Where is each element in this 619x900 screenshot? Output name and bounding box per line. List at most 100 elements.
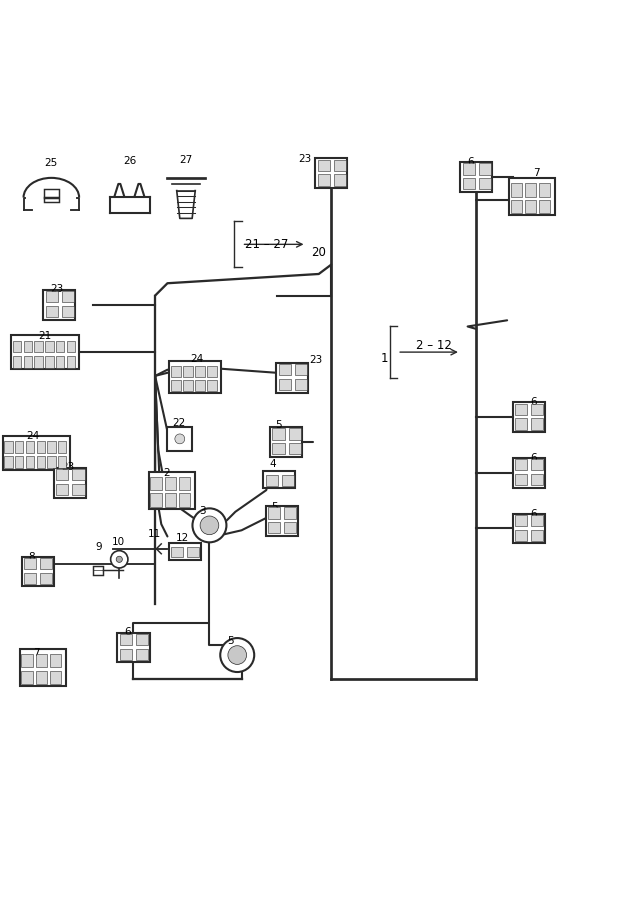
Bar bbox=[515, 459, 527, 471]
Text: 4: 4 bbox=[269, 458, 276, 469]
Bar bbox=[22, 654, 33, 668]
Bar bbox=[13, 340, 22, 353]
Bar bbox=[72, 484, 85, 495]
Text: 7: 7 bbox=[33, 647, 40, 658]
Bar bbox=[318, 175, 330, 185]
Text: 26: 26 bbox=[123, 156, 136, 166]
Bar bbox=[118, 633, 150, 662]
Bar bbox=[50, 654, 61, 668]
Bar bbox=[195, 365, 205, 377]
Text: 11: 11 bbox=[148, 529, 161, 539]
Bar bbox=[4, 441, 13, 453]
Bar bbox=[169, 543, 201, 560]
Bar bbox=[58, 456, 66, 468]
Circle shape bbox=[175, 434, 184, 444]
Text: 6: 6 bbox=[467, 158, 474, 167]
Bar bbox=[284, 508, 297, 518]
Bar bbox=[35, 670, 47, 684]
Bar bbox=[15, 441, 24, 453]
Text: 9: 9 bbox=[95, 542, 102, 552]
Bar bbox=[24, 572, 37, 584]
Bar bbox=[4, 456, 13, 468]
Text: 5: 5 bbox=[271, 502, 278, 512]
Bar bbox=[318, 159, 330, 171]
Bar bbox=[47, 456, 56, 468]
Bar bbox=[47, 441, 56, 453]
Bar bbox=[45, 356, 53, 367]
Bar bbox=[13, 356, 22, 367]
Bar bbox=[24, 340, 32, 353]
Text: 1: 1 bbox=[381, 352, 388, 365]
Bar bbox=[187, 547, 199, 557]
Ellipse shape bbox=[200, 516, 219, 535]
Bar bbox=[511, 184, 522, 197]
Bar bbox=[279, 379, 291, 390]
Text: 6: 6 bbox=[124, 627, 131, 637]
Bar bbox=[270, 428, 302, 457]
Bar bbox=[460, 162, 492, 192]
Bar bbox=[462, 178, 475, 189]
Bar bbox=[515, 418, 527, 429]
Bar bbox=[120, 649, 132, 660]
Bar bbox=[276, 363, 308, 392]
Text: 23: 23 bbox=[310, 355, 322, 365]
Bar bbox=[149, 472, 195, 508]
Text: 10: 10 bbox=[112, 537, 125, 547]
Text: 7: 7 bbox=[533, 168, 540, 178]
Text: 5: 5 bbox=[275, 420, 282, 430]
Bar bbox=[334, 175, 346, 185]
Bar bbox=[295, 379, 307, 390]
Bar bbox=[171, 380, 181, 392]
Bar bbox=[93, 566, 103, 575]
Bar bbox=[136, 634, 148, 645]
Ellipse shape bbox=[228, 645, 246, 664]
Bar bbox=[67, 340, 75, 353]
Ellipse shape bbox=[193, 508, 227, 543]
Text: 20: 20 bbox=[311, 246, 326, 259]
Bar bbox=[40, 558, 53, 569]
Bar bbox=[515, 474, 527, 485]
Text: 24: 24 bbox=[27, 431, 40, 441]
Bar bbox=[207, 365, 217, 377]
Bar bbox=[462, 163, 475, 175]
Bar bbox=[272, 443, 285, 454]
Bar bbox=[37, 456, 45, 468]
Bar bbox=[171, 365, 181, 377]
Bar bbox=[62, 306, 74, 317]
Bar bbox=[531, 459, 543, 471]
Bar bbox=[511, 200, 522, 213]
Bar bbox=[295, 364, 307, 375]
Text: 23: 23 bbox=[50, 284, 63, 294]
Bar bbox=[150, 477, 162, 490]
Bar bbox=[268, 508, 280, 518]
Bar bbox=[513, 514, 545, 544]
Text: 5: 5 bbox=[227, 635, 234, 646]
Bar bbox=[56, 340, 64, 353]
Bar bbox=[288, 428, 301, 439]
Bar bbox=[150, 493, 162, 507]
Bar bbox=[315, 158, 347, 188]
Text: 21: 21 bbox=[38, 331, 51, 341]
Text: 2: 2 bbox=[164, 468, 170, 479]
Bar bbox=[56, 469, 69, 481]
Bar bbox=[525, 200, 536, 213]
Bar bbox=[272, 428, 285, 439]
Bar bbox=[136, 649, 148, 660]
Bar bbox=[266, 506, 298, 536]
Bar bbox=[531, 474, 543, 485]
Bar bbox=[72, 469, 85, 481]
Text: 2 – 12: 2 – 12 bbox=[416, 338, 452, 352]
Bar bbox=[515, 515, 527, 526]
Bar bbox=[40, 572, 53, 584]
Bar bbox=[35, 356, 43, 367]
Bar bbox=[26, 441, 34, 453]
Bar bbox=[207, 380, 217, 392]
Bar bbox=[15, 456, 24, 468]
Text: 27: 27 bbox=[180, 155, 193, 165]
Text: 25: 25 bbox=[45, 158, 58, 167]
Circle shape bbox=[116, 556, 123, 562]
Bar bbox=[171, 547, 183, 557]
Bar bbox=[288, 443, 301, 454]
Bar bbox=[179, 477, 190, 490]
Bar bbox=[120, 634, 132, 645]
